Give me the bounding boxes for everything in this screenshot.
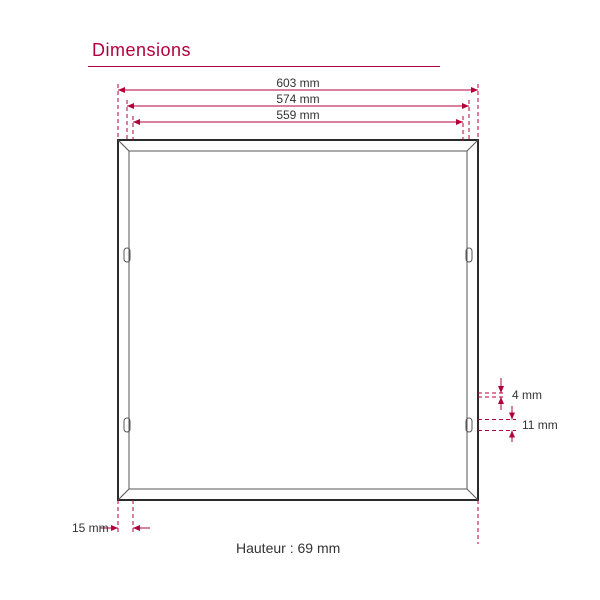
dim-label: 11 mm — [522, 418, 558, 432]
dim-label: 15 mm — [72, 521, 109, 535]
height-note: Hauteur : 69 mm — [236, 540, 340, 556]
outer-frame — [118, 140, 478, 500]
dimension-drawing: 603 mm 574 mm 559 mm 4 mm 11 mm 15 mm — [0, 0, 600, 600]
dim-label: 559 mm — [276, 108, 319, 122]
dim-label: 603 mm — [276, 76, 319, 90]
dim-label: 4 mm — [512, 388, 542, 402]
dim-label: 574 mm — [276, 92, 319, 106]
inner-frame — [129, 151, 467, 489]
